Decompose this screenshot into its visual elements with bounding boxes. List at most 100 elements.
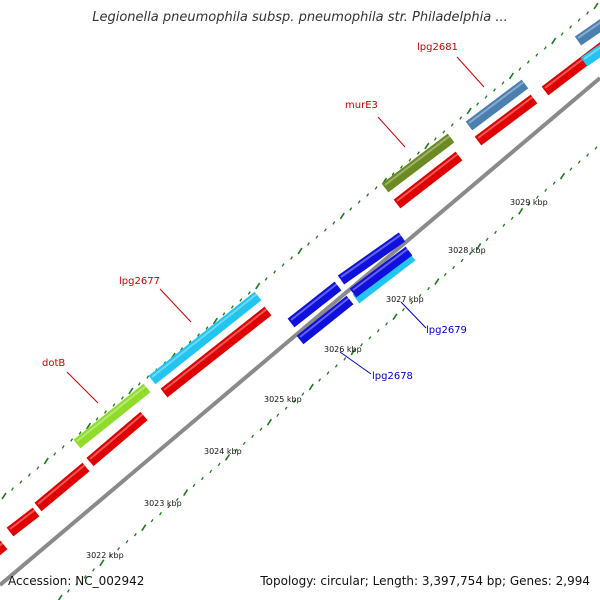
tick-mark: [433, 137, 437, 141]
tick-mark: [315, 235, 319, 239]
tick-mark: [518, 67, 522, 71]
forward-cds-gene: [474, 94, 538, 146]
tick-mark: [349, 207, 353, 211]
tick-mark: [586, 153, 590, 157]
tick-mark: [85, 422, 92, 430]
tick-mark: [217, 462, 221, 467]
tick-mark: [339, 212, 345, 220]
scale-label: 3022 kbp: [86, 551, 124, 560]
reverse-cds-gene-lpg2679: [349, 246, 413, 298]
tick-mark: [502, 223, 506, 228]
tick-mark: [224, 453, 231, 461]
tick-mark: [368, 336, 372, 340]
scale-label: 3024 kbp: [204, 447, 242, 456]
tick-mark: [167, 504, 171, 509]
gene-label-lpg2681[interactable]: lpg2681: [417, 42, 458, 53]
tick-mark: [108, 554, 112, 558]
tick-mark: [200, 476, 204, 481]
scale-label: 3025 kbp: [264, 395, 302, 404]
tick-mark: [343, 357, 347, 361]
tick-mark: [508, 72, 515, 80]
tick-mark: [418, 293, 422, 298]
tick-mark: [424, 142, 430, 150]
tick-mark: [146, 375, 150, 379]
tick-mark: [374, 186, 378, 190]
tick-mark: [410, 300, 414, 305]
gene-highlight: [352, 247, 410, 291]
tick-mark: [408, 158, 412, 162]
tick-mark: [443, 272, 447, 277]
gene-label-mure3[interactable]: murE3: [345, 100, 378, 111]
gene-highlight: [0, 541, 5, 547]
tick-mark: [192, 483, 196, 488]
tick-mark: [332, 221, 336, 225]
tick-mark: [535, 195, 539, 199]
tick-mark: [318, 378, 322, 382]
tick-mark: [468, 251, 472, 256]
gene-label-dotb[interactable]: dotB: [42, 358, 65, 369]
map-title: Legionella pneumophila subsp. pneumophil…: [92, 10, 508, 25]
forward-cds-gene: [34, 462, 90, 512]
forward-cds-gene: [6, 507, 40, 537]
gene-highlight: [299, 296, 351, 338]
tick-mark: [501, 81, 505, 85]
gene-label-leader: [159, 288, 192, 323]
tick-mark: [61, 445, 65, 449]
gene-highlight: [477, 95, 535, 139]
gene-label-leader: [456, 56, 485, 88]
scale-label: 3029 kbp: [510, 198, 548, 207]
gene-label-lpg2678[interactable]: lpg2678: [372, 371, 413, 382]
tick-mark: [391, 172, 395, 176]
tick-mark: [175, 497, 179, 502]
gene-label-leader: [339, 351, 372, 375]
scale-label: 3027 kbp: [386, 295, 424, 304]
tick-mark: [401, 308, 405, 312]
reverse-cds-gene: [337, 232, 406, 285]
tick-mark: [276, 413, 280, 417]
cyan-gene: [580, 44, 600, 67]
tick-mark: [307, 242, 310, 246]
gene-highlight: [163, 307, 269, 391]
tick-mark: [510, 216, 514, 221]
gene-highlight: [384, 134, 452, 186]
tick-mark: [70, 438, 74, 442]
tick-mark: [234, 448, 238, 453]
scale-label: 3023 kbp: [144, 499, 182, 508]
tick-mark: [385, 322, 389, 326]
tick-mark: [104, 410, 107, 414]
tick-mark: [416, 151, 420, 155]
tick-mark: [141, 524, 147, 532]
tick-mark: [212, 317, 219, 325]
tick-mark: [334, 364, 338, 368]
gene-label-leader: [377, 116, 406, 148]
gene-highlight: [583, 46, 600, 60]
tick-mark: [99, 559, 105, 567]
tick-mark: [53, 452, 57, 456]
tick-mark: [281, 263, 285, 267]
gene-highlight: [290, 282, 339, 321]
tick-mark: [36, 466, 40, 470]
tick-mark: [209, 469, 213, 474]
tick-mark: [251, 434, 255, 438]
tick-mark: [66, 589, 70, 593]
scale-label: 3028 kbp: [448, 246, 486, 255]
tick-mark: [400, 165, 403, 169]
tick-mark: [569, 25, 573, 29]
tick-mark: [125, 540, 129, 544]
gene-label-lpg2679[interactable]: lpg2679: [426, 325, 467, 336]
tick-mark: [484, 95, 488, 99]
tick-mark: [242, 441, 246, 446]
gene-highlight: [9, 508, 37, 530]
tick-mark: [551, 37, 557, 45]
tick-mark: [527, 202, 531, 206]
tick-mark: [11, 487, 14, 491]
tick-mark: [442, 130, 446, 134]
tick-mark: [188, 340, 192, 344]
reverse-cds-gene-lpg2678: [296, 295, 354, 345]
tick-mark: [264, 277, 268, 281]
tick-mark: [560, 32, 564, 36]
gene-label-lpg2677[interactable]: lpg2677: [119, 276, 160, 287]
tick-mark: [518, 207, 524, 215]
tick-mark: [27, 473, 31, 477]
